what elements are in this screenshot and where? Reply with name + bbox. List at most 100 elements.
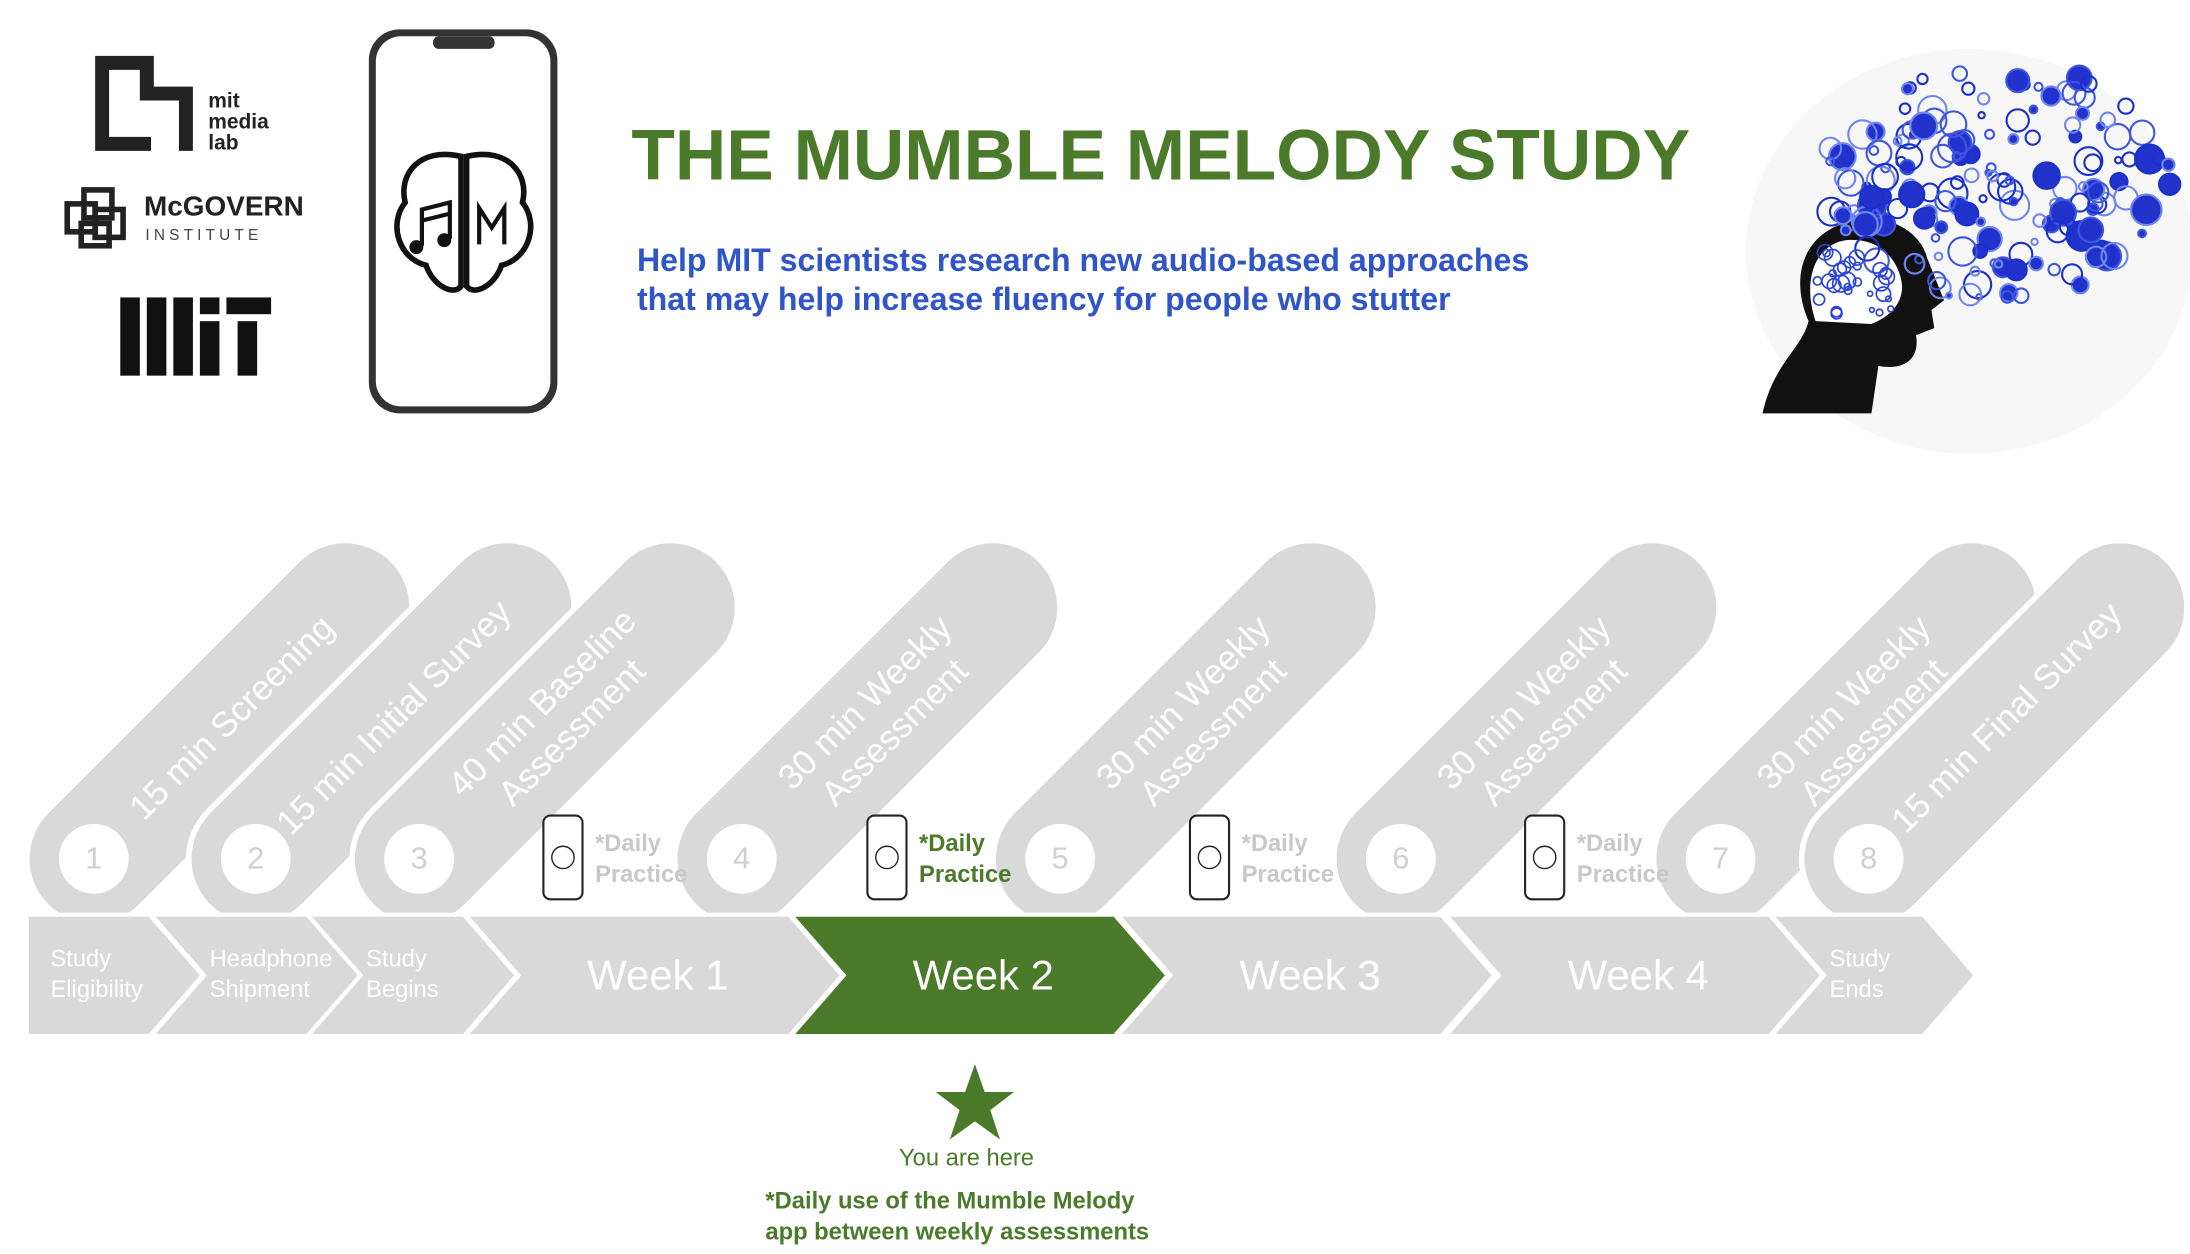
bubble — [1892, 136, 1903, 147]
stage-label: Ends — [1830, 977, 1884, 1003]
bubble — [1877, 268, 1896, 286]
step-number: 5 — [1052, 840, 1069, 875]
stage-label: Study — [50, 946, 111, 972]
stage-label: Study — [1830, 946, 1891, 972]
bubble — [1859, 184, 1884, 210]
bubble — [1818, 136, 1843, 161]
bubble — [1828, 269, 1838, 278]
stage-label: Study — [366, 946, 427, 972]
step-circle — [1365, 823, 1436, 894]
step-pill — [354, 543, 735, 924]
bubble — [1939, 110, 1968, 139]
step-number: 2 — [247, 840, 264, 875]
step-circle — [706, 823, 777, 894]
bubble — [2040, 85, 2062, 107]
daily-practice-label: *Daily — [1242, 831, 1309, 857]
phone-brain — [1532, 845, 1557, 870]
bubble — [2075, 105, 2091, 121]
bubble — [1934, 220, 1949, 235]
step-circle — [384, 823, 455, 894]
bubble — [2061, 263, 2084, 286]
bubble — [1898, 180, 1926, 209]
bubble — [2012, 287, 2030, 305]
bubble — [2103, 122, 2132, 151]
bubble — [1928, 276, 1952, 300]
step-pill — [995, 543, 1376, 924]
step-number: 6 — [1392, 840, 1409, 875]
bubble — [1848, 249, 1866, 266]
bubble — [2032, 213, 2047, 228]
bubble — [2032, 161, 2061, 190]
stage-label: Week 3 — [1239, 951, 1380, 998]
daily-practice-label: Practice — [1577, 862, 1669, 888]
step-pill — [1804, 543, 2185, 924]
bubble — [1900, 82, 1915, 96]
logo-text: media — [208, 110, 269, 133]
step-circle — [1685, 823, 1756, 894]
bubble — [1909, 111, 1939, 141]
bubble — [2083, 153, 2103, 173]
bubble — [2064, 116, 2082, 134]
bubble — [1851, 211, 1879, 238]
bubble — [1986, 169, 1999, 183]
bubble — [1975, 216, 1987, 228]
stage-label: Eligibility — [50, 977, 142, 1003]
bubble — [1903, 252, 1926, 275]
bubble — [1958, 282, 1983, 307]
logo-text: lab — [208, 131, 238, 154]
bubble — [2084, 245, 2108, 269]
bubble — [1825, 156, 1836, 167]
bubble — [2137, 228, 2147, 239]
stage-chevron — [1766, 912, 1979, 1039]
phone-brain — [551, 845, 575, 870]
bubble — [2007, 133, 2020, 145]
bubble — [2030, 237, 2039, 247]
daily-practice-label: Practice — [595, 862, 687, 888]
stage-chevron — [785, 912, 1171, 1039]
step-pill — [1656, 543, 2037, 924]
footnote: app between weekly assessments — [765, 1219, 1149, 1245]
stage-label: Week 2 — [913, 951, 1054, 998]
step-number: 8 — [1860, 840, 1877, 875]
step-pill — [1336, 543, 1717, 924]
logo-text: McGOVERN — [144, 190, 304, 221]
bubble — [2004, 258, 2028, 282]
bubble — [1871, 208, 1880, 217]
logo-text: mit — [208, 89, 239, 112]
step-circle — [58, 823, 129, 894]
daily-practice-label: *Daily — [595, 831, 662, 857]
bubble — [1884, 295, 1893, 303]
bubble — [1868, 306, 1876, 314]
daily-practice-label: Practice — [1242, 862, 1334, 888]
subtitle: that may help increase fluency for peopl… — [637, 281, 1451, 317]
bubble — [1933, 251, 1944, 262]
phone-icon — [1188, 814, 1231, 901]
bubble — [1831, 274, 1851, 293]
bubble — [2004, 175, 2015, 186]
bubble — [1868, 145, 1880, 156]
bubble — [1927, 271, 1947, 291]
bubble — [2028, 104, 2039, 115]
bubble — [1934, 190, 1957, 213]
phone-icon — [542, 814, 584, 901]
bubble — [1875, 308, 1884, 317]
bubble — [2100, 241, 2129, 270]
step-number: 4 — [733, 840, 750, 875]
bubble — [1895, 143, 1924, 172]
stage-label: Shipment — [210, 977, 311, 1003]
bubble — [1961, 81, 1976, 96]
stage-label: Week 4 — [1568, 951, 1709, 998]
phone-icon — [1524, 814, 1566, 901]
bubble — [1879, 266, 1893, 280]
bubble — [1978, 194, 1988, 204]
bubble — [2047, 262, 2061, 277]
mit-logo — [120, 297, 272, 376]
bubble — [2117, 97, 2135, 115]
bubble — [1887, 305, 1895, 313]
bubble — [1812, 293, 1826, 306]
timeline: Study Eligibility Headphone Shipment Study Be… — [24, 912, 1979, 1039]
bubble — [1951, 65, 1969, 82]
bubble — [1833, 206, 1853, 226]
daily-practice-label: *Daily — [919, 831, 986, 857]
